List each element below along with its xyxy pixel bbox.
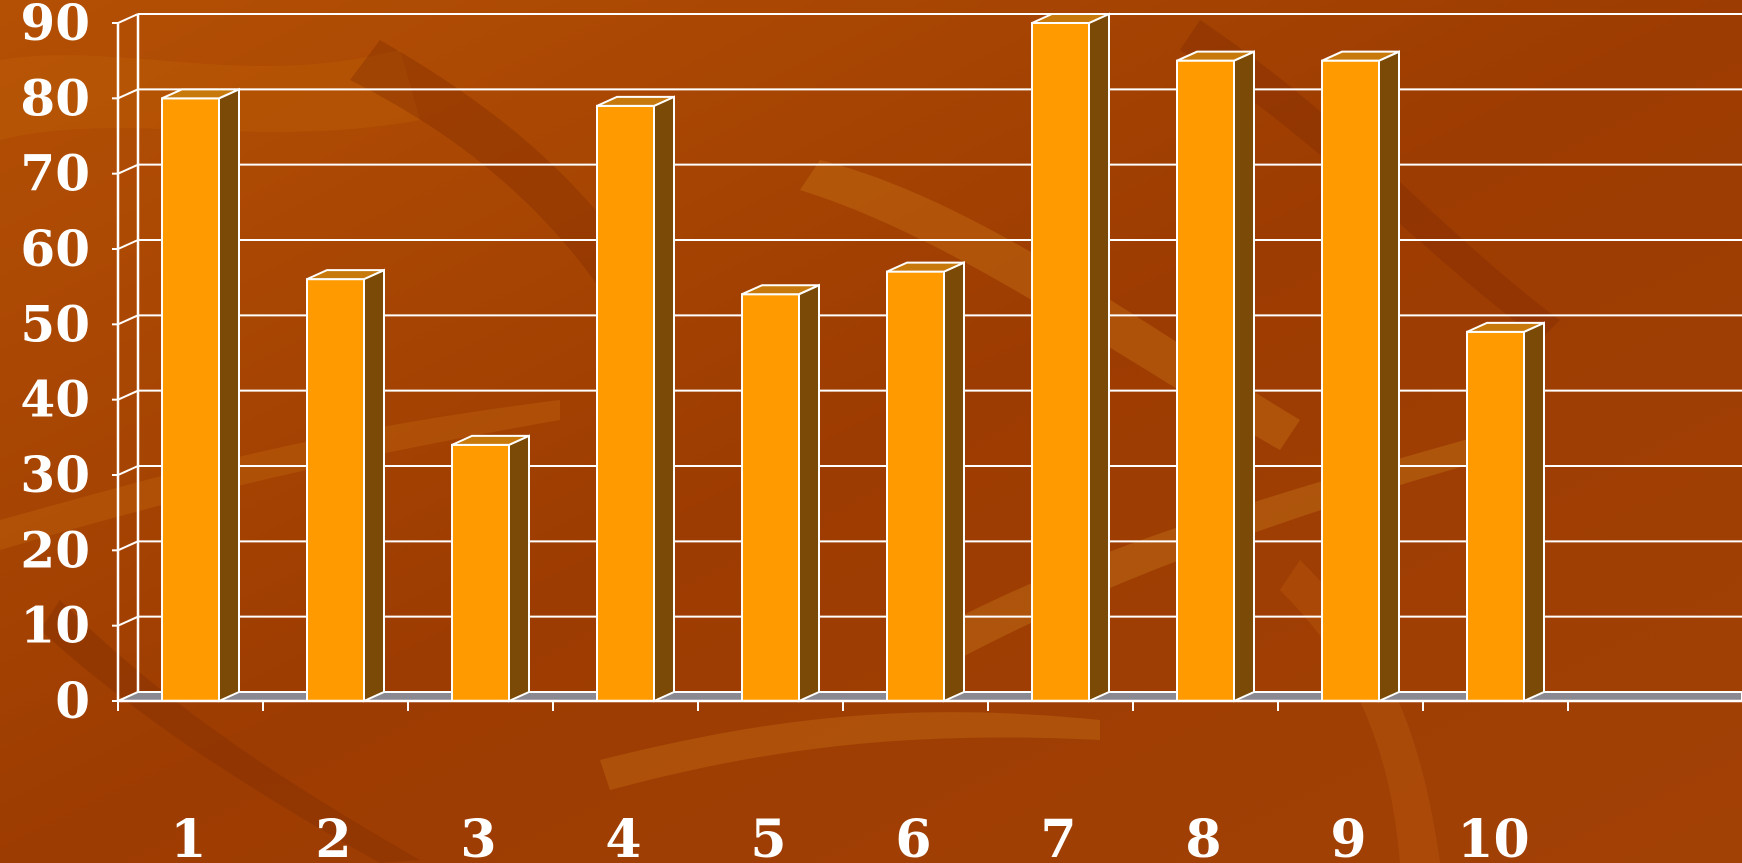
bar-side-face: [1523, 321, 1545, 703]
y-tick-label: 40: [20, 370, 90, 429]
bar-top-face: [1031, 13, 1110, 24]
bar-front-face: [1321, 59, 1380, 702]
bar-top-face: [1176, 50, 1255, 62]
bar-side-face: [508, 434, 530, 703]
y-tick-label: 0: [55, 671, 90, 730]
side-gridline: [117, 540, 139, 552]
bar-top-face: [1466, 321, 1545, 333]
bar-top-face: [596, 95, 675, 107]
bar: [161, 87, 240, 703]
x-tick-label: 4: [605, 809, 641, 863]
bar: [1031, 12, 1110, 703]
bar-side-face: [1088, 12, 1110, 703]
axes: [112, 14, 1742, 711]
bar-side-face: [1378, 50, 1400, 703]
y-tick-label: 60: [20, 219, 90, 278]
bar-side-face: [218, 87, 240, 703]
side-gridline: [117, 389, 139, 401]
bar: [306, 268, 385, 703]
x-tick-label: 5: [750, 809, 786, 863]
side-gridline: [117, 314, 139, 326]
bar-top-face: [161, 88, 240, 100]
x-tick-label: 3: [460, 809, 496, 863]
bar-front-face: [596, 104, 655, 703]
bar-side-face: [363, 268, 385, 703]
bar-front-face: [1466, 330, 1525, 702]
side-gridline: [117, 88, 139, 100]
y-tick-label: 30: [20, 445, 90, 504]
x-tick-label: 2: [315, 809, 351, 863]
bar: [596, 95, 675, 703]
bar-top-face: [741, 284, 820, 296]
bar-front-face: [451, 443, 510, 702]
bar-front-face: [1176, 59, 1235, 702]
bar: [1176, 50, 1255, 703]
y-axis-tick-labels: 0 10 20 30 40 50 60 70 80 90: [20, 0, 90, 730]
x-tick-label: 9: [1330, 809, 1366, 863]
x-tick-label: 7: [1040, 809, 1076, 863]
side-gridline: [117, 163, 139, 175]
side-gridline: [117, 13, 139, 24]
side-gridline: [117, 465, 139, 476]
bar: [1321, 50, 1400, 703]
bar: [886, 261, 965, 703]
bar-side-face: [1233, 50, 1255, 703]
bar-front-face: [886, 270, 945, 702]
bar-front-face: [161, 97, 220, 703]
y-tick-label: 80: [20, 68, 90, 127]
bar-top-face: [306, 269, 385, 281]
bar: [1466, 321, 1545, 703]
bar-top-face: [886, 261, 965, 273]
bar-front-face: [306, 278, 365, 702]
y-tick-label: 20: [20, 520, 90, 579]
bar: [741, 283, 820, 703]
x-tick-label: 1: [170, 809, 206, 863]
bar: [451, 434, 530, 703]
side-gridline: [117, 615, 139, 627]
bar-side-face: [943, 261, 965, 703]
bar-front-face: [1031, 22, 1090, 702]
x-tick-label: 10: [1457, 809, 1529, 863]
bar-top-face: [451, 434, 530, 446]
y-tick-label: 90: [20, 0, 90, 52]
bar-top-face: [1321, 50, 1400, 62]
y-tick-label: 50: [20, 294, 90, 353]
x-tick-label: 6: [895, 809, 931, 863]
side-gridline: [117, 239, 139, 250]
bar-side-face: [798, 283, 820, 703]
x-tick-label: 8: [1185, 809, 1221, 863]
bar-front-face: [741, 293, 800, 702]
bar-side-face: [653, 95, 675, 703]
y-tick-label: 70: [20, 144, 90, 203]
x-axis-tick-labels: 1 2 3 4 5 6 7 8 9 10: [170, 809, 1529, 863]
y-tick-label: 10: [20, 596, 90, 655]
